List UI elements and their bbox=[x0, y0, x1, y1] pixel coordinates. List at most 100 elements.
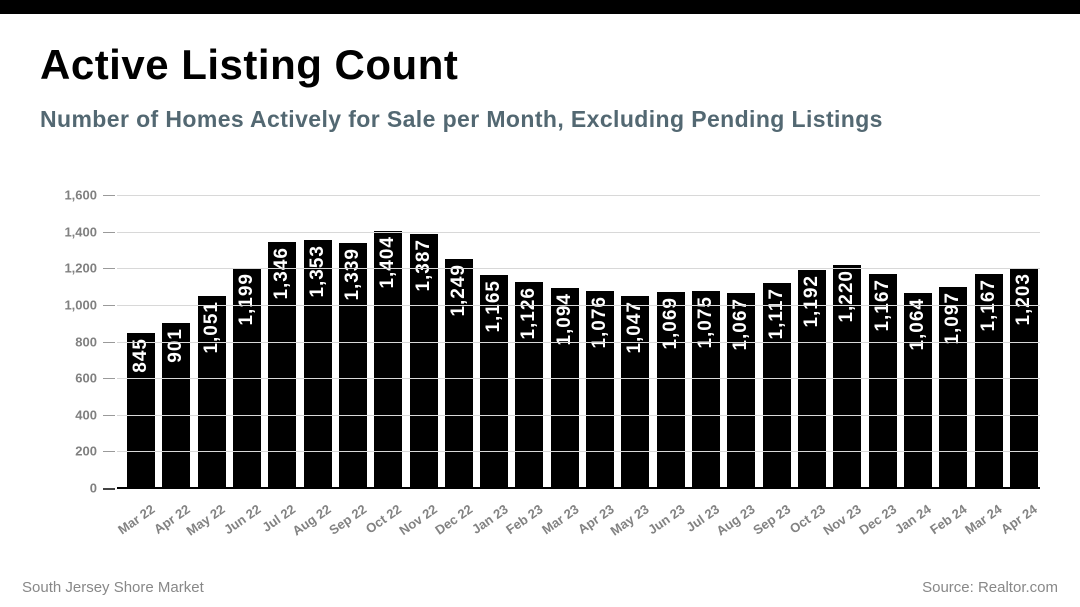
bar: 1,051 bbox=[197, 295, 226, 488]
x-axis-slot: Mar 22 bbox=[115, 490, 157, 562]
x-axis-tick-label: Jun 23 bbox=[644, 501, 687, 538]
bar-value-label: 901 bbox=[165, 328, 187, 363]
y-axis-tick bbox=[103, 451, 115, 453]
bar: 1,339 bbox=[338, 242, 367, 488]
bar-value-label: 1,051 bbox=[200, 300, 222, 354]
x-axis-tick-label: May 23 bbox=[607, 501, 652, 539]
x-axis-slot: Dec 22 bbox=[432, 490, 475, 562]
gridline bbox=[117, 414, 1040, 416]
bar-value-label: 1,387 bbox=[412, 239, 434, 292]
bar: 1,047 bbox=[621, 296, 650, 488]
bar: 1,126 bbox=[515, 281, 544, 488]
x-axis-tick-label: Feb 23 bbox=[503, 501, 546, 538]
gridline bbox=[117, 451, 1040, 453]
bar-value-label: 1,094 bbox=[553, 292, 575, 346]
x-axis-tick-label: Dec 23 bbox=[855, 501, 899, 538]
x-axis-tick-label: Feb 24 bbox=[927, 501, 970, 538]
x-axis-slot: Sep 22 bbox=[326, 490, 369, 562]
x-axis-tick-label: Jan 24 bbox=[892, 501, 935, 537]
bar-value-label: 1,404 bbox=[377, 235, 399, 289]
bar: 1,167 bbox=[868, 274, 897, 488]
x-axis-tick-label: Aug 22 bbox=[289, 501, 334, 539]
y-axis-tick bbox=[103, 231, 115, 233]
bar: 1,094 bbox=[550, 287, 579, 488]
x-axis-slot: Sep 23 bbox=[750, 490, 793, 562]
footer-source-label: Source: Realtor.com bbox=[922, 579, 1058, 596]
x-axis-tick-label: Oct 22 bbox=[363, 501, 405, 537]
gridline bbox=[117, 268, 1040, 270]
x-axis-labels: Mar 22 Apr 22 May 22 Jun 22 Jul 22 Aug 22 Sep … bbox=[115, 490, 1040, 562]
x-axis-tick-label: May 22 bbox=[183, 501, 228, 539]
bar-value-label: 1,249 bbox=[447, 264, 469, 317]
bar: 1,220 bbox=[833, 264, 862, 488]
bar: 1,353 bbox=[303, 240, 332, 488]
y-axis-tick bbox=[103, 268, 115, 270]
footer-market-label: South Jersey Shore Market bbox=[22, 579, 204, 596]
x-axis-tick-label: Apr 23 bbox=[574, 501, 617, 537]
x-axis-tick-label: Sep 23 bbox=[749, 501, 793, 538]
top-accent-bar bbox=[0, 0, 1080, 14]
bar-value-label: 1,097 bbox=[942, 292, 964, 345]
bar: 901 bbox=[162, 323, 191, 488]
bar: 1,387 bbox=[409, 234, 438, 488]
bar: 1,167 bbox=[974, 274, 1003, 488]
x-axis-slot: Apr 24 bbox=[998, 490, 1040, 562]
y-axis-tick-label: 400 bbox=[75, 407, 97, 423]
bar-value-label: 1,126 bbox=[518, 286, 540, 340]
y-axis-tick bbox=[103, 488, 115, 490]
bar: 1,346 bbox=[268, 241, 297, 488]
y-axis-tick-label: 800 bbox=[75, 334, 97, 349]
y-axis-tick bbox=[103, 341, 115, 343]
y-axis-tick bbox=[103, 414, 115, 416]
bar-value-label: 845 bbox=[130, 338, 151, 374]
y-axis-tick-label: 1,600 bbox=[64, 187, 97, 203]
chart-subtitle: Number of Homes Actively for Sale per Mo… bbox=[40, 106, 883, 132]
y-axis-tick-label: 1,200 bbox=[64, 260, 97, 276]
x-axis-tick-label: Aug 23 bbox=[713, 501, 758, 539]
y-axis-tick-label: 0 bbox=[89, 480, 97, 496]
gridline bbox=[117, 231, 1040, 233]
bar: 1,404 bbox=[374, 230, 403, 488]
bar-value-label: 1,117 bbox=[765, 288, 787, 340]
x-axis-tick-label: Nov 23 bbox=[820, 501, 864, 539]
bar: 845 bbox=[127, 333, 155, 488]
plot-area: 845 901 1,051 1,199 1,346 1,353 1,339 1,404 1,38… bbox=[64, 188, 1040, 496]
bar-value-label: 1,220 bbox=[836, 269, 858, 323]
bar-value-label: 1,199 bbox=[235, 273, 257, 326]
bar: 1,249 bbox=[444, 259, 473, 488]
bar-value-label: 1,064 bbox=[906, 298, 928, 351]
bar: 1,165 bbox=[480, 274, 509, 488]
x-axis-slot: Mar 23 bbox=[539, 490, 581, 562]
x-axis-tick-label: Oct 23 bbox=[787, 501, 829, 537]
bar: 1,117 bbox=[762, 283, 791, 488]
bar: 1,203 bbox=[1009, 267, 1038, 488]
x-axis-tick-label: Mar 24 bbox=[962, 501, 1005, 538]
bar-value-label: 1,339 bbox=[341, 247, 363, 301]
y-axis-tick bbox=[103, 195, 115, 196]
gridline bbox=[117, 341, 1040, 343]
x-axis-tick-label: Jun 22 bbox=[220, 501, 264, 538]
bar-value-label: 1,203 bbox=[1012, 272, 1034, 326]
x-axis-tick-label: Jan 23 bbox=[468, 501, 511, 537]
y-axis-tick bbox=[103, 378, 115, 380]
chart-title: Active Listing Count bbox=[40, 41, 459, 88]
x-axis-slot: Jun 23 bbox=[645, 490, 687, 562]
bar-value-label: 1,047 bbox=[624, 301, 646, 354]
x-axis-tick-label: Sep 22 bbox=[326, 501, 370, 538]
x-axis-tick-label: Nov 22 bbox=[396, 501, 440, 539]
y-axis-tick-label: 1,000 bbox=[64, 297, 97, 313]
gridline bbox=[117, 195, 1040, 196]
bar-value-label: 1,353 bbox=[306, 245, 328, 298]
bar-value-label: 1,192 bbox=[800, 274, 822, 328]
x-axis-tick-label: Mar 23 bbox=[538, 501, 582, 538]
bar: 1,067 bbox=[727, 292, 756, 488]
x-axis-slot: Jun 22 bbox=[221, 490, 263, 562]
x-axis-tick-label: Mar 22 bbox=[114, 501, 158, 538]
gridline bbox=[117, 304, 1040, 306]
y-axis-tick bbox=[103, 304, 115, 306]
bar: 1,097 bbox=[939, 287, 968, 488]
y-axis-tick-label: 200 bbox=[75, 443, 97, 459]
bar: 1,069 bbox=[656, 292, 685, 488]
bar: 1,076 bbox=[586, 291, 615, 488]
